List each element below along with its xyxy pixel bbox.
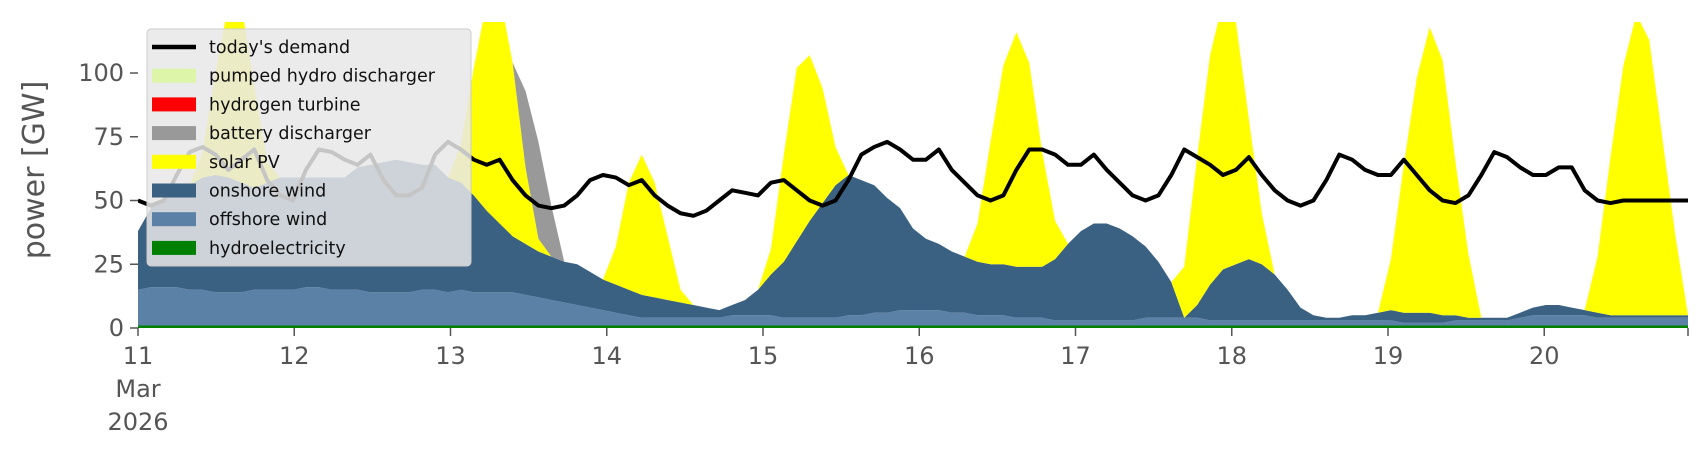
- area-solar-pv: [138, 22, 1688, 318]
- x-tick-label: 14: [591, 342, 622, 370]
- legend: today's demand pumped hydro discharger hyd…: [146, 28, 472, 267]
- legend-swatch: [152, 212, 196, 227]
- x-tick-label: 12: [279, 342, 310, 370]
- legend-swatch: [152, 68, 196, 83]
- y-axis-title: power [GW]: [17, 81, 52, 260]
- area-onshore-wind: [138, 159, 1688, 323]
- stacked-areas: [138, 22, 1688, 328]
- x-tick-label: 20: [1529, 342, 1560, 370]
- legend-label: onshore wind: [209, 182, 326, 202]
- y-tick-label: 100: [78, 59, 124, 87]
- x-tick-label: 11: [123, 342, 154, 370]
- y-tick-label: 50: [93, 187, 124, 215]
- x-tick-label: 17: [1060, 342, 1091, 370]
- legend-label: battery discharger: [209, 124, 372, 144]
- legend-label: hydrogen turbine: [209, 95, 361, 115]
- legend-swatch: [152, 240, 196, 255]
- legend-swatch: [152, 97, 196, 112]
- x-tick-label: 18: [1216, 342, 1247, 370]
- y-tick-label: 75: [93, 123, 124, 151]
- legend-label: hydroelectricity: [209, 239, 346, 259]
- legend-label: today's demand: [209, 38, 350, 58]
- legend-swatch: [152, 154, 196, 169]
- area-offshore-wind: [138, 287, 1688, 326]
- legend-label: solar PV: [209, 153, 280, 173]
- x-tick-label: 19: [1373, 342, 1404, 370]
- area-battery-discharger: [138, 22, 1688, 318]
- legend-swatch: [152, 126, 196, 141]
- x-axis: 11 Mar 2026 12 13 14 15 16 17 18 19 20: [107, 328, 1689, 436]
- x-tick-label: 15: [748, 342, 779, 370]
- legend-box: [146, 28, 472, 267]
- legend-swatch: [152, 183, 196, 198]
- x-tick-label: 13: [435, 342, 466, 370]
- x-tick-label: 16: [904, 342, 935, 370]
- legend-label: offshore wind: [209, 210, 327, 230]
- y-tick-label: 0: [109, 314, 124, 342]
- y-axis: 0 25 50 75 100: [78, 59, 138, 342]
- legend-label: pumped hydro discharger: [209, 67, 436, 87]
- x-tick-sublabel: Mar: [115, 375, 160, 403]
- y-tick-label: 25: [93, 250, 124, 278]
- x-tick-sublabel: 2026: [107, 408, 168, 436]
- area-hydroelectricity: [138, 325, 1688, 328]
